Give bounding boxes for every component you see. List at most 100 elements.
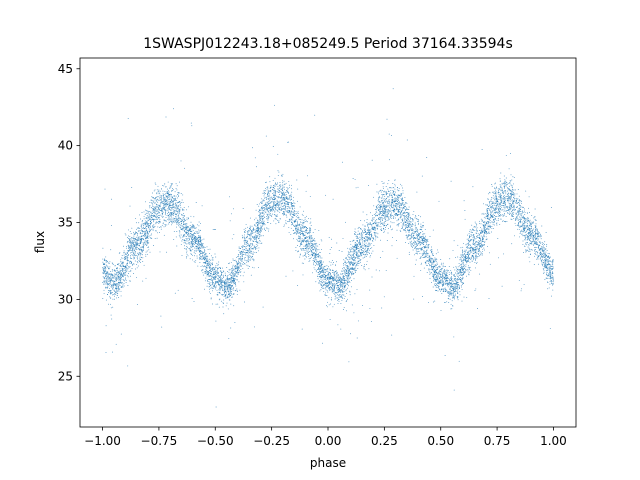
data-point — [400, 205, 402, 206]
data-point — [465, 269, 466, 270]
data-point — [111, 198, 113, 200]
data-point — [146, 218, 148, 220]
data-point — [476, 235, 478, 237]
data-point — [289, 207, 291, 209]
data-point — [382, 202, 384, 204]
data-point — [506, 183, 508, 185]
data-point — [397, 219, 399, 221]
data-point — [181, 208, 183, 210]
data-point — [137, 236, 139, 238]
data-point — [365, 253, 366, 255]
data-point — [308, 238, 310, 240]
data-point — [328, 297, 330, 299]
data-point — [254, 245, 256, 247]
data-point — [355, 258, 356, 260]
data-point — [311, 238, 313, 240]
data-point — [344, 284, 346, 286]
data-point — [268, 230, 269, 232]
data-point — [487, 212, 489, 214]
data-point — [196, 233, 198, 234]
data-point — [461, 256, 463, 258]
data-point — [261, 222, 263, 224]
data-point — [341, 279, 343, 281]
data-point — [482, 244, 484, 246]
data-point — [154, 182, 156, 184]
data-point — [268, 200, 269, 202]
data-point — [140, 262, 141, 264]
data-point — [104, 280, 106, 282]
data-point — [251, 233, 252, 235]
data-point — [295, 230, 297, 232]
data-point — [212, 290, 213, 292]
data-point — [154, 199, 156, 201]
data-point — [435, 283, 437, 284]
data-point — [162, 201, 164, 203]
data-point — [329, 276, 331, 278]
data-point — [347, 276, 349, 278]
data-point — [207, 280, 208, 282]
data-point — [259, 230, 261, 232]
data-point — [185, 257, 187, 259]
data-point — [335, 297, 337, 299]
data-point — [237, 267, 239, 269]
data-point — [305, 228, 307, 230]
data-point — [352, 245, 354, 247]
data-point — [452, 297, 454, 299]
data-point — [519, 203, 520, 205]
data-point — [456, 286, 457, 288]
data-point — [312, 244, 314, 246]
data-point — [309, 257, 311, 259]
data-point — [221, 287, 223, 289]
data-point — [336, 242, 338, 244]
data-point — [367, 223, 369, 225]
data-point — [438, 271, 440, 273]
data-point — [292, 200, 294, 202]
data-point — [499, 186, 501, 188]
data-point — [405, 227, 407, 229]
data-point — [544, 241, 546, 243]
data-point — [105, 299, 107, 301]
data-point — [347, 285, 349, 287]
data-point — [443, 270, 445, 272]
data-point — [219, 284, 221, 285]
data-point — [309, 260, 311, 262]
data-point — [520, 217, 522, 219]
data-point — [269, 176, 271, 178]
data-point — [305, 215, 307, 217]
data-point — [353, 272, 354, 274]
data-point — [465, 251, 467, 253]
data-point — [443, 271, 445, 273]
data-point — [426, 272, 428, 273]
data-point — [531, 214, 533, 216]
data-point — [453, 266, 455, 268]
data-point — [351, 259, 353, 261]
data-point — [494, 183, 496, 185]
data-point — [519, 213, 521, 215]
data-point — [411, 237, 413, 238]
data-point — [325, 194, 327, 196]
data-point — [166, 202, 168, 204]
data-point — [123, 274, 125, 276]
data-point — [517, 228, 519, 230]
data-point — [517, 211, 519, 213]
data-point — [306, 175, 308, 177]
data-point — [456, 297, 458, 299]
data-point — [434, 278, 436, 280]
data-point — [528, 220, 530, 222]
data-point — [266, 189, 268, 191]
data-point — [351, 304, 353, 306]
data-point — [472, 186, 474, 188]
data-point — [341, 270, 343, 272]
data-point — [283, 205, 285, 206]
data-point — [223, 290, 225, 292]
data-point — [164, 194, 166, 195]
data-point — [405, 242, 407, 244]
data-point — [472, 230, 474, 231]
data-point — [333, 287, 335, 289]
data-point — [230, 286, 232, 288]
data-point — [499, 189, 501, 190]
data-point — [283, 208, 285, 210]
data-point — [428, 268, 430, 270]
data-point — [510, 195, 512, 197]
data-point — [376, 204, 378, 206]
